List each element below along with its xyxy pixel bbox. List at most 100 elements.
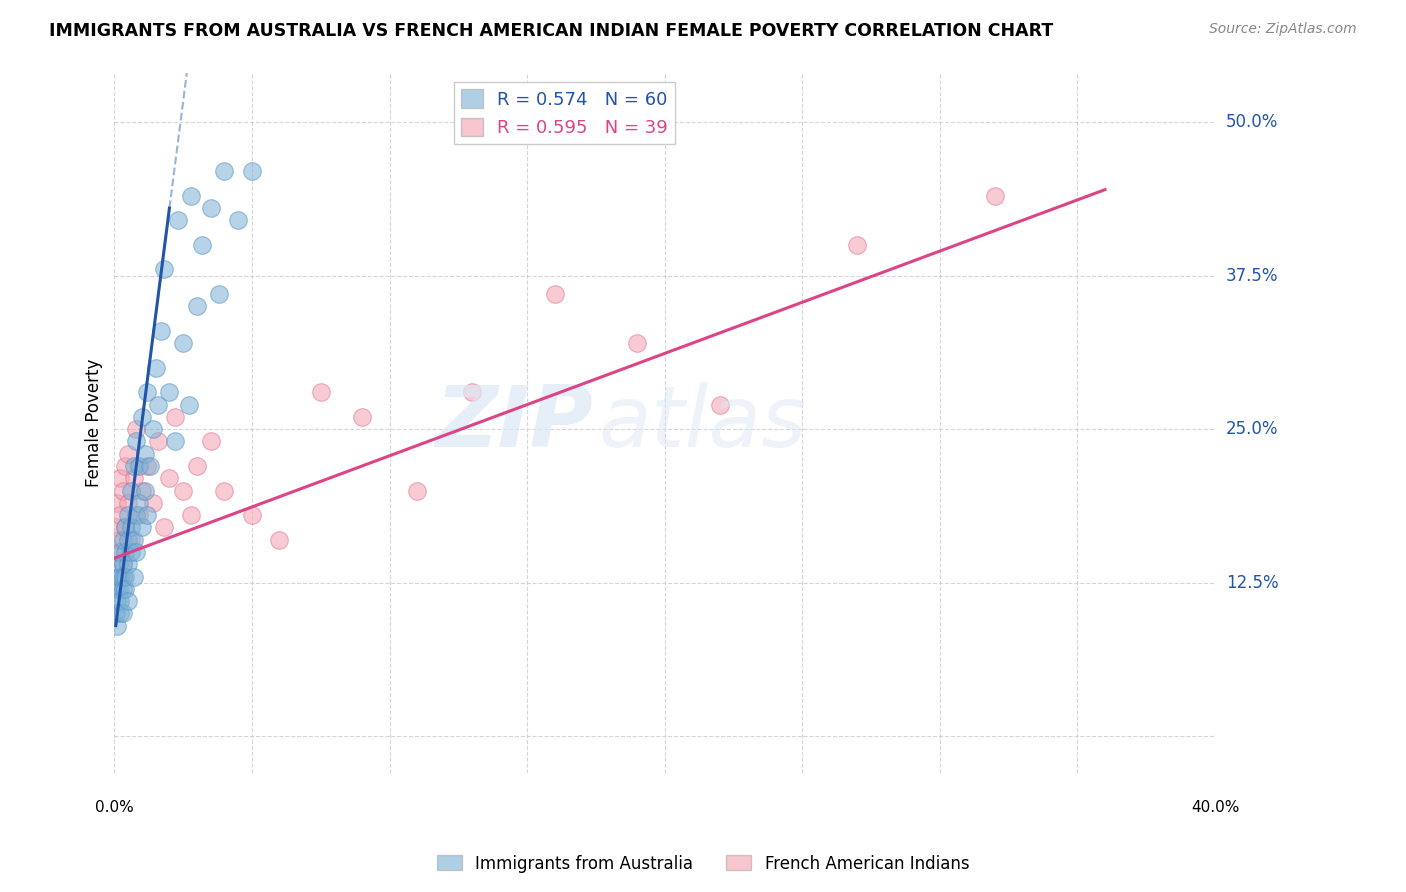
Point — [105, 545, 128, 559]
Point — [226, 213, 249, 227]
Point — [122, 471, 145, 485]
Point — [108, 508, 131, 522]
Point — [163, 434, 186, 449]
Point — [120, 533, 142, 547]
Point — [125, 422, 148, 436]
Point — [543, 287, 565, 301]
Point — [111, 607, 134, 621]
Point — [122, 458, 145, 473]
Point — [128, 508, 150, 522]
Point — [142, 496, 165, 510]
Point — [120, 483, 142, 498]
Point — [104, 582, 127, 596]
Point — [159, 471, 181, 485]
Point — [125, 508, 148, 522]
Point — [107, 533, 129, 547]
Point — [172, 483, 194, 498]
Point — [148, 398, 170, 412]
Point — [117, 496, 139, 510]
Point — [111, 558, 134, 572]
Point — [104, 520, 127, 534]
Point — [709, 398, 731, 412]
Point — [114, 545, 136, 559]
Text: ZIP: ZIP — [436, 382, 593, 465]
Point — [107, 582, 129, 596]
Point — [177, 398, 200, 412]
Point — [105, 569, 128, 583]
Point — [105, 618, 128, 632]
Point — [134, 447, 156, 461]
Text: 12.5%: 12.5% — [1226, 574, 1278, 591]
Point — [120, 520, 142, 534]
Text: Source: ZipAtlas.com: Source: ZipAtlas.com — [1209, 22, 1357, 37]
Point — [111, 558, 134, 572]
Point — [105, 594, 128, 608]
Point — [136, 385, 159, 400]
Point — [269, 533, 291, 547]
Point — [180, 508, 202, 522]
Point — [240, 164, 263, 178]
Point — [114, 520, 136, 534]
Point — [166, 213, 188, 227]
Point — [626, 336, 648, 351]
Point — [114, 569, 136, 583]
Point — [148, 434, 170, 449]
Point — [350, 409, 373, 424]
Text: IMMIGRANTS FROM AUSTRALIA VS FRENCH AMERICAN INDIAN FEMALE POVERTY CORRELATION C: IMMIGRANTS FROM AUSTRALIA VS FRENCH AMER… — [49, 22, 1053, 40]
Point — [186, 458, 208, 473]
Legend: Immigrants from Australia, French American Indians: Immigrants from Australia, French Americ… — [430, 848, 976, 880]
Point — [117, 447, 139, 461]
Point — [136, 458, 159, 473]
Point — [111, 533, 134, 547]
Point — [111, 483, 134, 498]
Point — [150, 324, 173, 338]
Point — [406, 483, 429, 498]
Point — [114, 582, 136, 596]
Point — [139, 458, 162, 473]
Point — [128, 496, 150, 510]
Text: 40.0%: 40.0% — [1191, 800, 1239, 815]
Point — [128, 458, 150, 473]
Point — [131, 483, 153, 498]
Legend: R = 0.574   N = 60, R = 0.595   N = 39: R = 0.574 N = 60, R = 0.595 N = 39 — [454, 82, 675, 145]
Point — [186, 299, 208, 313]
Point — [208, 287, 231, 301]
Point — [163, 409, 186, 424]
Point — [117, 558, 139, 572]
Point — [104, 607, 127, 621]
Point — [107, 558, 129, 572]
Text: 37.5%: 37.5% — [1226, 267, 1278, 285]
Point — [108, 569, 131, 583]
Text: 50.0%: 50.0% — [1226, 113, 1278, 131]
Point — [191, 238, 214, 252]
Point — [122, 569, 145, 583]
Point — [142, 422, 165, 436]
Point — [180, 189, 202, 203]
Point — [122, 533, 145, 547]
Point — [131, 409, 153, 424]
Point — [145, 360, 167, 375]
Point — [108, 607, 131, 621]
Point — [125, 434, 148, 449]
Point — [134, 483, 156, 498]
Point — [120, 545, 142, 559]
Point — [153, 262, 176, 277]
Point — [111, 582, 134, 596]
Point — [172, 336, 194, 351]
Point — [136, 508, 159, 522]
Point — [309, 385, 332, 400]
Point — [131, 520, 153, 534]
Point — [984, 189, 1007, 203]
Point — [117, 594, 139, 608]
Point — [105, 496, 128, 510]
Point — [200, 434, 222, 449]
Point — [114, 520, 136, 534]
Point — [159, 385, 181, 400]
Point — [117, 533, 139, 547]
Point — [108, 545, 131, 559]
Point — [114, 458, 136, 473]
Point — [461, 385, 484, 400]
Point — [108, 594, 131, 608]
Text: 0.0%: 0.0% — [96, 800, 134, 815]
Point — [200, 201, 222, 215]
